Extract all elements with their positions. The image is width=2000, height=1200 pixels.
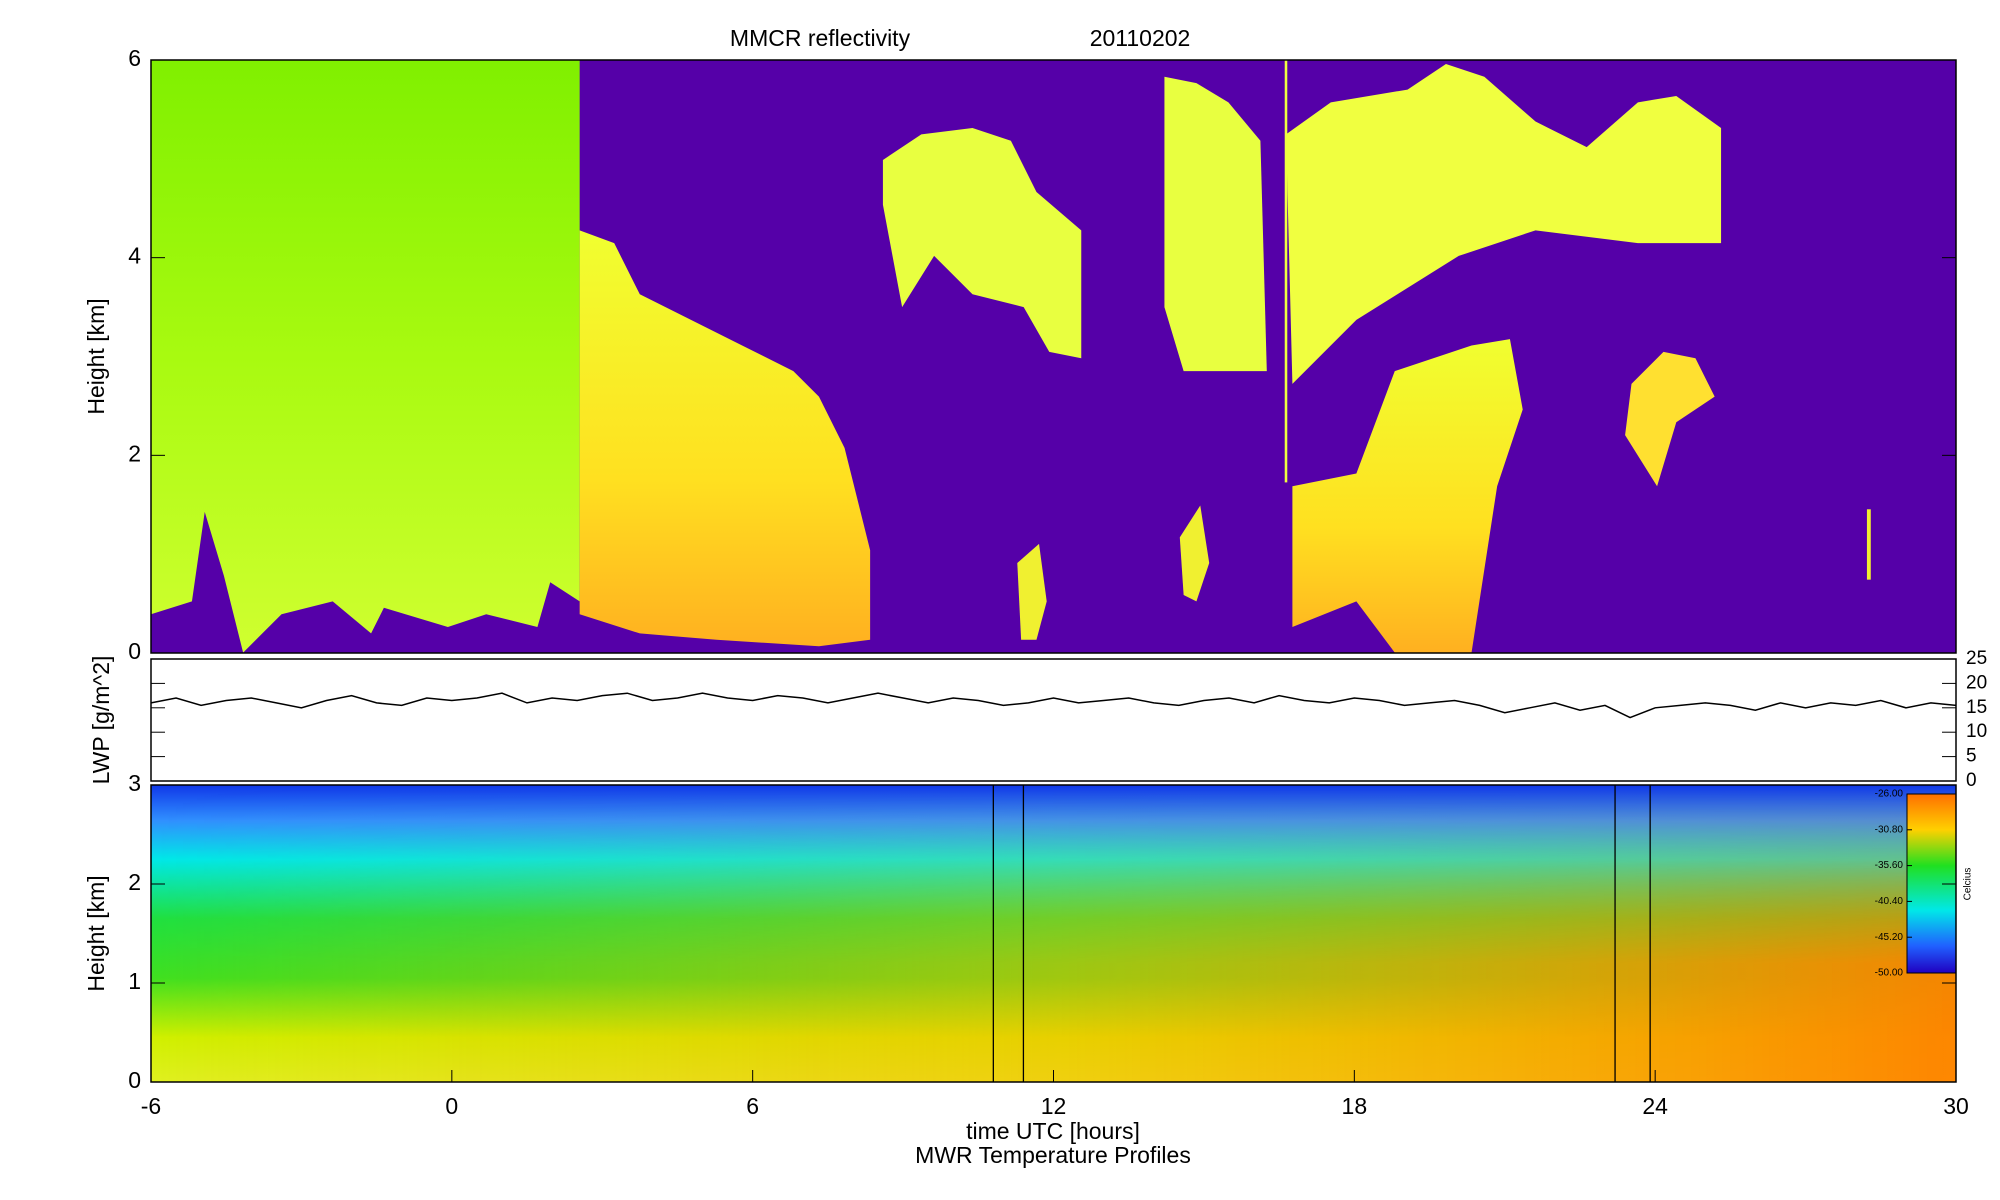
y-tick-label: 15 xyxy=(1966,697,1987,718)
y-tick-label: 6 xyxy=(128,45,141,71)
colorbar-tick-label: -35.60 xyxy=(1875,860,1904,871)
y-axis-label: LWP [g/m^2] xyxy=(88,656,114,785)
chart-title: MMCR reflectivity xyxy=(730,25,911,51)
x-tick-label: 24 xyxy=(1642,1093,1668,1119)
y-tick-label: 0 xyxy=(128,638,141,664)
lwp-line xyxy=(150,692,1957,719)
y-tick-label: 1 xyxy=(128,968,141,994)
y-axis-label: Height [km] xyxy=(83,875,109,991)
x-tick-label: 18 xyxy=(1342,1093,1368,1119)
y-tick-label: 5 xyxy=(1966,746,1977,767)
y-tick-label: 10 xyxy=(1966,721,1987,742)
y-tick-label: 4 xyxy=(128,243,141,269)
plot-frame xyxy=(150,658,1957,782)
y-tick-label: 3 xyxy=(128,770,141,796)
colorbar-tick-label: -30.80 xyxy=(1875,824,1904,835)
colorbar-tick-label: -40.40 xyxy=(1875,896,1904,907)
plot-frame xyxy=(150,784,1957,1083)
colorbar-tick-label: -45.20 xyxy=(1875,932,1904,943)
x-tick-label: 12 xyxy=(1041,1093,1067,1119)
y-tick-label: 20 xyxy=(1966,672,1987,693)
plot-frame xyxy=(150,59,1957,654)
colorbar-tick-label: -26.00 xyxy=(1875,789,1904,800)
x-tick-label: 30 xyxy=(1943,1093,1969,1119)
reflectivity-image xyxy=(151,60,1956,653)
caption: MWR Temperature Profiles xyxy=(915,1142,1191,1168)
x-axis-label: time UTC [hours] xyxy=(966,1118,1140,1144)
y-tick-label: 0 xyxy=(128,1067,141,1093)
y-tick-label: 2 xyxy=(128,869,141,895)
chart-date: 20110202 xyxy=(1090,25,1191,51)
colorbar-label: Celcius xyxy=(1963,868,1974,901)
x-tick-label: 0 xyxy=(445,1093,458,1119)
y-tick-label: 0 xyxy=(1966,770,1977,791)
temperature-field xyxy=(151,785,1956,1082)
colorbar-tick-label: -50.00 xyxy=(1875,968,1904,979)
y-tick-label: 25 xyxy=(1966,648,1987,669)
y-tick-label: 2 xyxy=(128,440,141,466)
y-axis-label: Height [km] xyxy=(83,298,109,414)
x-tick-label: -6 xyxy=(141,1093,161,1119)
x-tick-label: 6 xyxy=(746,1093,759,1119)
